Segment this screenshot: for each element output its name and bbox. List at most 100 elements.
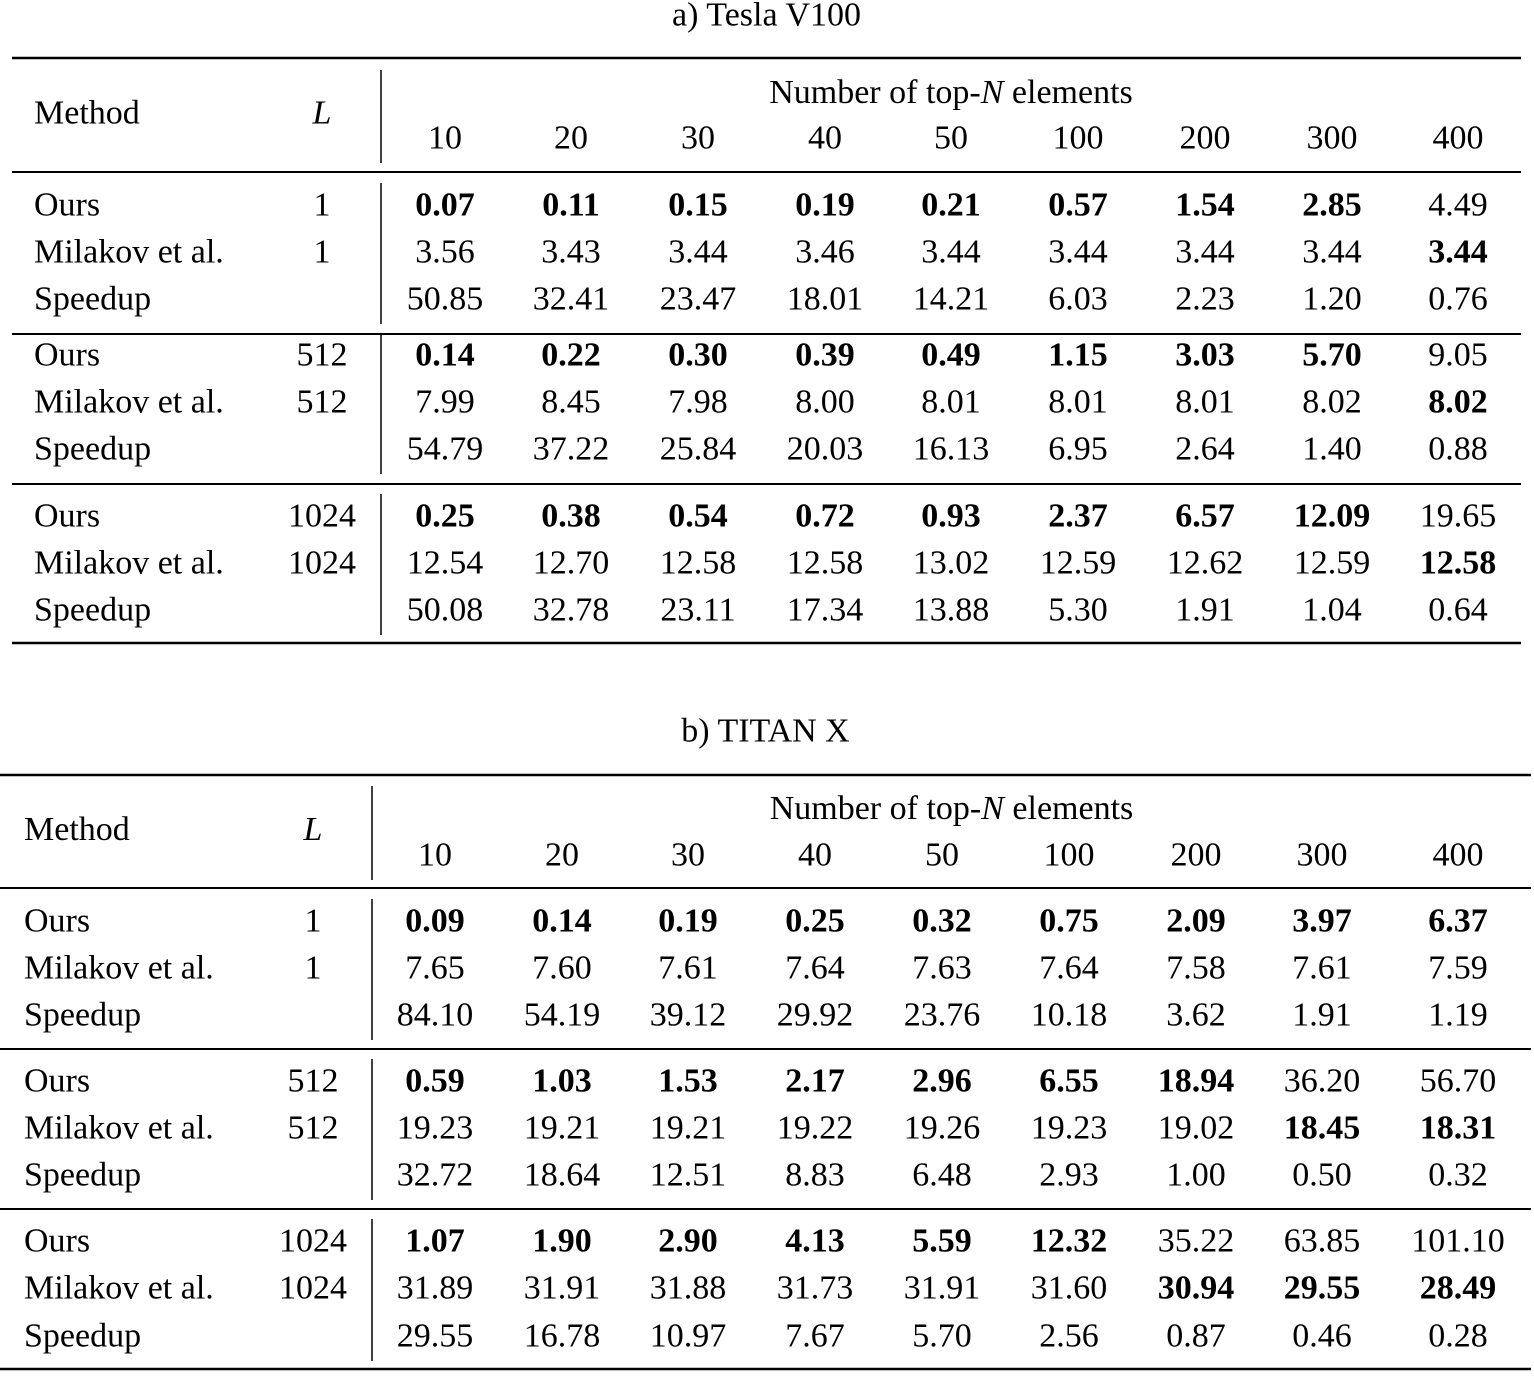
cell-value: 19.22 bbox=[777, 1110, 854, 1147]
cell-value: 12.09 bbox=[1294, 498, 1371, 535]
cell-value: 8.02 bbox=[1428, 384, 1488, 421]
cell-value: 56.70 bbox=[1420, 1063, 1497, 1100]
cell-value: 1.20 bbox=[1302, 281, 1362, 318]
cell-value: 13.02 bbox=[913, 545, 990, 582]
cell-value: 0.07 bbox=[415, 187, 475, 224]
row-l: 1 bbox=[314, 234, 331, 271]
cell-value: 2.17 bbox=[785, 1063, 845, 1100]
cell-value: 0.57 bbox=[1048, 187, 1108, 224]
cell-value: 0.19 bbox=[795, 187, 855, 224]
cell-value: 0.32 bbox=[912, 903, 972, 940]
cell-value: 1.00 bbox=[1166, 1157, 1226, 1194]
cell-value: 32.78 bbox=[533, 592, 610, 629]
column-header: 100 bbox=[1053, 120, 1104, 157]
column-header: 200 bbox=[1171, 837, 1222, 874]
column-header: 30 bbox=[671, 837, 705, 874]
cell-value: 0.46 bbox=[1292, 1318, 1352, 1355]
cell-value: 18.01 bbox=[787, 281, 864, 318]
column-header: 300 bbox=[1297, 837, 1348, 874]
cell-value: 23.47 bbox=[660, 281, 737, 318]
cell-value: 9.05 bbox=[1428, 337, 1488, 374]
column-header: 400 bbox=[1433, 120, 1484, 157]
cell-value: 3.97 bbox=[1292, 903, 1352, 940]
column-header: 10 bbox=[418, 837, 452, 874]
column-header: 30 bbox=[681, 120, 715, 157]
row-method: Ours bbox=[24, 1223, 90, 1260]
cell-value: 0.14 bbox=[532, 903, 592, 940]
cell-value: 7.99 bbox=[415, 384, 475, 421]
cell-value: 3.62 bbox=[1166, 997, 1226, 1034]
column-header: 40 bbox=[808, 120, 842, 157]
row-l: 512 bbox=[288, 1063, 339, 1100]
cell-value: 3.46 bbox=[795, 234, 855, 271]
cell-value: 2.37 bbox=[1048, 498, 1108, 535]
cell-value: 4.13 bbox=[785, 1223, 845, 1260]
cell-value: 12.32 bbox=[1031, 1223, 1108, 1260]
row-method: Milakov et al. bbox=[34, 545, 224, 582]
cell-value: 8.45 bbox=[541, 384, 601, 421]
cell-value: 16.78 bbox=[524, 1318, 601, 1355]
row-l: 1 bbox=[305, 903, 322, 940]
cell-value: 0.50 bbox=[1292, 1157, 1352, 1194]
cell-value: 32.72 bbox=[397, 1157, 474, 1194]
cell-value: 0.25 bbox=[785, 903, 845, 940]
cell-value: 1.15 bbox=[1048, 337, 1108, 374]
cell-value: 6.03 bbox=[1048, 281, 1108, 318]
column-header: 20 bbox=[545, 837, 579, 874]
row-method: Speedup bbox=[24, 997, 141, 1034]
cell-value: 30.94 bbox=[1158, 1270, 1235, 1307]
cell-value: 4.49 bbox=[1428, 187, 1488, 224]
row-l: 512 bbox=[297, 384, 348, 421]
header-l: L bbox=[303, 811, 323, 848]
row-method: Milakov et al. bbox=[24, 950, 214, 987]
cell-value: 0.25 bbox=[415, 498, 475, 535]
cell-value: 18.94 bbox=[1158, 1063, 1235, 1100]
cell-value: 1.03 bbox=[532, 1063, 592, 1100]
cell-value: 2.09 bbox=[1166, 903, 1226, 940]
header-group-post: elements bbox=[1003, 74, 1132, 111]
cell-value: 0.87 bbox=[1166, 1318, 1226, 1355]
row-method: Speedup bbox=[24, 1318, 141, 1355]
cell-value: 12.59 bbox=[1294, 545, 1371, 582]
cell-value: 23.11 bbox=[660, 592, 735, 629]
table-title: a) Tesla V100 bbox=[672, 0, 861, 34]
cell-value: 3.56 bbox=[415, 234, 475, 271]
cell-value: 2.56 bbox=[1039, 1318, 1099, 1355]
row-l: 1 bbox=[314, 187, 331, 224]
column-header: 200 bbox=[1180, 120, 1231, 157]
column-header: 300 bbox=[1307, 120, 1358, 157]
cell-value: 0.32 bbox=[1428, 1157, 1488, 1194]
cell-value: 0.30 bbox=[668, 337, 728, 374]
row-method: Ours bbox=[24, 903, 90, 940]
cell-value: 10.18 bbox=[1031, 997, 1108, 1034]
cell-value: 7.61 bbox=[1292, 950, 1352, 987]
cell-value: 28.49 bbox=[1420, 1270, 1497, 1307]
header-group: Number of top-N elements bbox=[770, 790, 1134, 827]
row-method: Ours bbox=[24, 1063, 90, 1100]
row-l: 512 bbox=[297, 337, 348, 374]
cell-value: 0.93 bbox=[921, 498, 981, 535]
cell-value: 14.21 bbox=[913, 281, 990, 318]
cell-value: 18.64 bbox=[524, 1157, 601, 1194]
row-method: Speedup bbox=[34, 281, 151, 318]
cell-value: 1.91 bbox=[1175, 592, 1235, 629]
cell-value: 1.54 bbox=[1175, 187, 1235, 224]
header-group-pre: Number of top- bbox=[770, 790, 982, 827]
cell-value: 29.55 bbox=[397, 1318, 474, 1355]
cell-value: 3.03 bbox=[1175, 337, 1235, 374]
cell-value: 12.58 bbox=[1420, 545, 1497, 582]
cell-value: 35.22 bbox=[1158, 1223, 1235, 1260]
cell-value: 0.72 bbox=[795, 498, 855, 535]
header-group: Number of top-N elements bbox=[769, 74, 1133, 111]
row-method: Speedup bbox=[34, 592, 151, 629]
cell-value: 12.51 bbox=[650, 1157, 727, 1194]
cell-value: 2.85 bbox=[1302, 187, 1362, 224]
cell-value: 19.02 bbox=[1158, 1110, 1235, 1147]
cell-value: 36.20 bbox=[1284, 1063, 1361, 1100]
cell-value: 18.45 bbox=[1284, 1110, 1361, 1147]
cell-value: 1.91 bbox=[1292, 997, 1352, 1034]
cell-value: 5.70 bbox=[912, 1318, 972, 1355]
cell-value: 63.85 bbox=[1284, 1223, 1361, 1260]
